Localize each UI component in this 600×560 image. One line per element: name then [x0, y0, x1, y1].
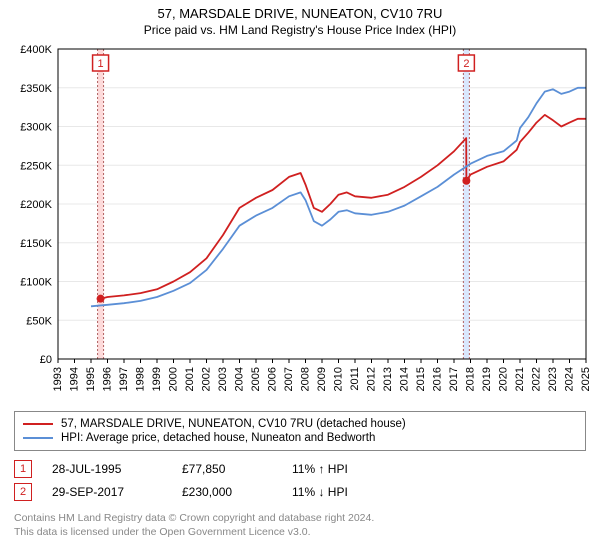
legend-swatch-series2 [23, 437, 53, 439]
legend-row-series2: HPI: Average price, detached house, Nune… [23, 431, 577, 445]
legend-row-series1: 57, MARSDALE DRIVE, NUNEATON, CV10 7RU (… [23, 417, 577, 431]
svg-text:2019: 2019 [481, 367, 493, 391]
svg-text:2003: 2003 [217, 367, 229, 391]
svg-text:2004: 2004 [233, 367, 245, 391]
svg-text:2006: 2006 [266, 367, 278, 391]
svg-text:2002: 2002 [200, 367, 212, 391]
svg-text:£50K: £50K [26, 315, 52, 327]
sale-date-2: 29-SEP-2017 [52, 485, 182, 499]
svg-text:2024: 2024 [563, 367, 575, 391]
svg-text:1998: 1998 [134, 367, 146, 391]
page-title-address: 57, MARSDALE DRIVE, NUNEATON, CV10 7RU [10, 6, 590, 21]
svg-text:2007: 2007 [283, 367, 295, 391]
sale-price-2: £230,000 [182, 485, 292, 499]
sale-row-2: 2 29-SEP-2017 £230,000 11% ↓ HPI [10, 478, 590, 501]
svg-text:£300K: £300K [20, 122, 52, 134]
svg-text:£400K: £400K [20, 44, 52, 56]
sale-hpi-2: 11% ↓ HPI [292, 485, 402, 499]
svg-text:1995: 1995 [85, 367, 97, 391]
price-chart: 1 2 £0 £50K £100K £150K £200K £250K £300K £350K £4… [10, 43, 590, 403]
svg-text:2009: 2009 [316, 367, 328, 391]
svg-text:2023: 2023 [547, 367, 559, 391]
legend-label-series2: HPI: Average price, detached house, Nune… [61, 432, 375, 444]
sale-marker-2: 2 [14, 483, 32, 501]
svg-text:£0: £0 [40, 354, 52, 366]
svg-text:2021: 2021 [514, 367, 526, 391]
svg-text:2017: 2017 [448, 367, 460, 391]
sale-marker-1: 1 [14, 460, 32, 478]
svg-text:2001: 2001 [184, 367, 196, 391]
svg-text:2005: 2005 [250, 367, 262, 391]
svg-text:£200K: £200K [20, 199, 52, 211]
svg-text:2020: 2020 [497, 367, 509, 391]
svg-text:2012: 2012 [365, 367, 377, 391]
svg-text:2: 2 [463, 58, 469, 70]
sale-price-1: £77,850 [182, 462, 292, 476]
svg-text:1994: 1994 [68, 367, 80, 391]
svg-text:2011: 2011 [349, 367, 361, 391]
legend-swatch-series1 [23, 423, 53, 425]
chart-legend: 57, MARSDALE DRIVE, NUNEATON, CV10 7RU (… [14, 411, 586, 451]
svg-text:£150K: £150K [20, 238, 52, 250]
legend-label-series1: 57, MARSDALE DRIVE, NUNEATON, CV10 7RU (… [61, 418, 406, 430]
svg-text:2000: 2000 [167, 367, 179, 391]
page-title-subtitle: Price paid vs. HM Land Registry's House … [10, 23, 590, 37]
svg-text:2015: 2015 [415, 367, 427, 391]
svg-text:1: 1 [98, 58, 104, 70]
svg-text:£100K: £100K [20, 277, 52, 289]
copyright-line2: This data is licensed under the Open Gov… [14, 526, 311, 538]
sale-row-1: 1 28-JUL-1995 £77,850 11% ↑ HPI [10, 455, 590, 478]
svg-text:2008: 2008 [299, 367, 311, 391]
sale-hpi-1: 11% ↑ HPI [292, 462, 402, 476]
svg-text:£350K: £350K [20, 83, 52, 95]
svg-text:1993: 1993 [52, 367, 64, 391]
svg-text:2016: 2016 [431, 367, 443, 391]
svg-text:2022: 2022 [530, 367, 542, 391]
svg-text:1996: 1996 [101, 367, 113, 391]
svg-text:1997: 1997 [118, 367, 130, 391]
svg-text:2025: 2025 [580, 367, 590, 391]
svg-text:2014: 2014 [398, 367, 410, 391]
svg-text:2018: 2018 [464, 367, 476, 391]
svg-text:£250K: £250K [20, 160, 52, 172]
chart-svg: 1 2 £0 £50K £100K £150K £200K £250K £300K £350K £4… [10, 43, 590, 403]
svg-text:2013: 2013 [382, 367, 394, 391]
copyright-line1: Contains HM Land Registry data © Crown c… [14, 512, 374, 524]
svg-text:1999: 1999 [151, 367, 163, 391]
copyright-notice: Contains HM Land Registry data © Crown c… [10, 501, 590, 539]
sale-date-1: 28-JUL-1995 [52, 462, 182, 476]
svg-text:2010: 2010 [332, 367, 344, 391]
